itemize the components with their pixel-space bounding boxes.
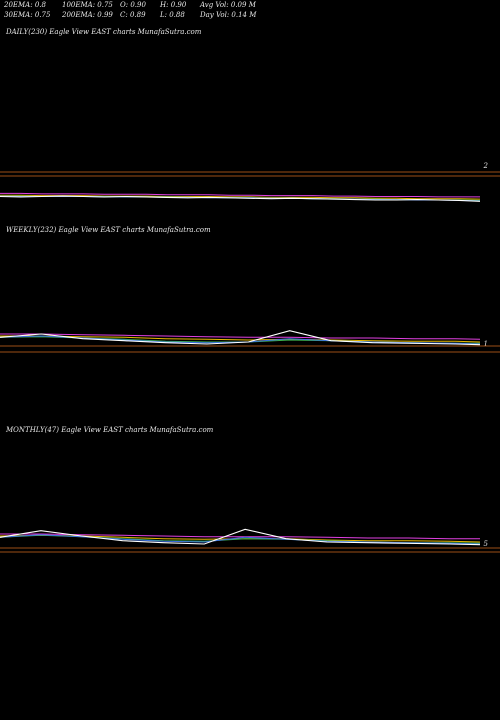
daily-axis-tick: 2 bbox=[483, 162, 488, 170]
ema100-label: 100EMA: 0.75 bbox=[62, 1, 113, 9]
series-line-price bbox=[0, 528, 481, 546]
daily-chart-panel: DAILY(230) Eagle View EAST charts Munafa… bbox=[0, 24, 500, 224]
daily-chart bbox=[0, 171, 500, 202]
monthly-axis-tick: 5 bbox=[483, 540, 488, 548]
series-line-ema200 bbox=[0, 533, 480, 540]
weekly-chart-title: WEEKLY(232) Eagle View EAST charts Munaf… bbox=[6, 226, 211, 234]
open-label: O: 0.90 bbox=[120, 1, 146, 9]
high-label: H: 0.90 bbox=[160, 1, 187, 9]
close-label: C: 0.89 bbox=[120, 11, 146, 19]
ema200-label: 200EMA: 0.99 bbox=[62, 11, 113, 19]
monthly-chart-panel: MONTHLY(47) Eagle View EAST charts Munaf… bbox=[0, 424, 500, 624]
weekly-chart-panel: WEEKLY(232) Eagle View EAST charts Munaf… bbox=[0, 224, 500, 424]
monthly-chart bbox=[0, 528, 500, 553]
series-line-ema200 bbox=[0, 333, 481, 340]
weekly-chart bbox=[0, 330, 500, 353]
series-line-ema100 bbox=[0, 194, 481, 200]
avg-vol-label: Avg Vol: 0.09 M bbox=[200, 1, 256, 9]
ema20-label: 20EMA: 0.8 bbox=[4, 1, 46, 9]
daily-chart-title: DAILY(230) Eagle View EAST charts Munafa… bbox=[6, 28, 202, 36]
monthly-chart-title: MONTHLY(47) Eagle View EAST charts Munaf… bbox=[6, 426, 214, 434]
series-line-ema20 bbox=[0, 534, 481, 545]
ema30-label: 30EMA: 0.75 bbox=[4, 11, 51, 19]
indicator-header: 20EMA: 0.8 100EMA: 0.75 O: 0.90 H: 0.90 … bbox=[0, 0, 500, 22]
weekly-axis-tick: 1 bbox=[483, 340, 488, 348]
series-line-price bbox=[0, 195, 481, 202]
series-line-ema200 bbox=[0, 192, 480, 198]
series-line-price bbox=[0, 330, 481, 346]
low-label: L: 0.88 bbox=[160, 11, 185, 19]
day-vol-label: Day Vol: 0.14 M bbox=[200, 11, 257, 19]
series-line-ema100 bbox=[0, 335, 481, 343]
